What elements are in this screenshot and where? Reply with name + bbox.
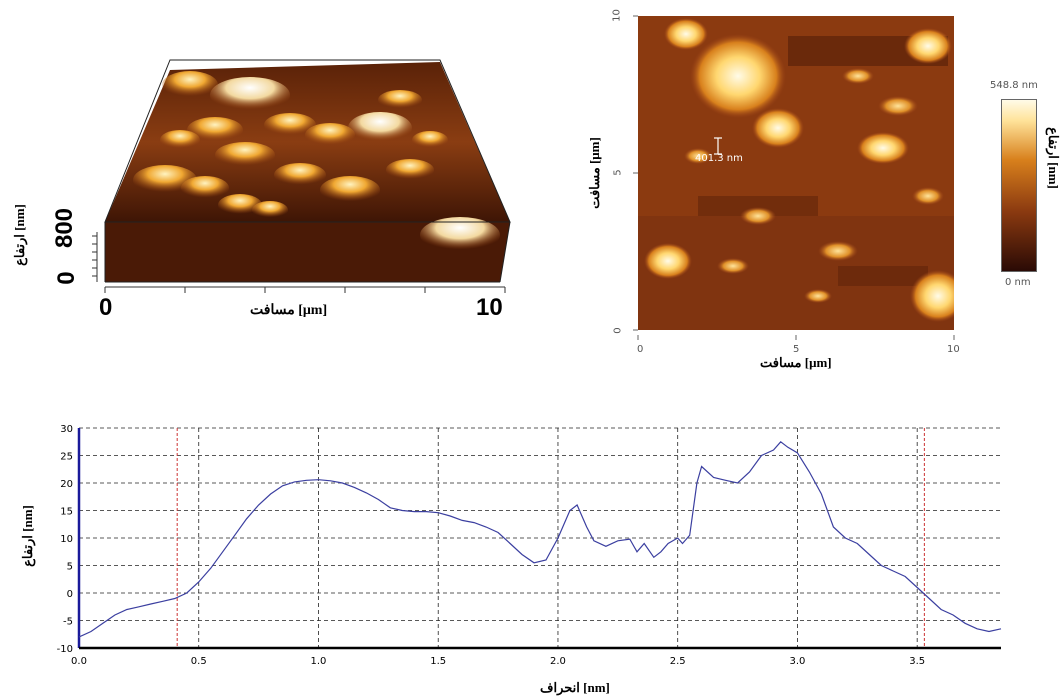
height-map-axes	[633, 15, 955, 340]
surface-z-axis	[92, 232, 98, 282]
profile-y-label: ارتفاع [nm]	[20, 505, 35, 567]
surface-x-tick-0: 0	[99, 294, 113, 321]
profile-x-label: انحراف [nm]	[540, 680, 610, 695]
surface-z-tick-800: 800	[51, 207, 78, 249]
x-tick-label: 3.0	[789, 656, 805, 667]
surface-z-tick-0: 0	[53, 271, 80, 285]
height-map-annotation: 401.3 nm	[695, 153, 743, 164]
height-map	[638, 16, 954, 330]
x-tick-label: 1.5	[430, 656, 446, 667]
surface-bounding-box	[104, 59, 511, 283]
y-tick-label: -10	[57, 644, 73, 655]
height-map-y-tick-10: 10	[611, 9, 623, 22]
surface-3d-view	[92, 59, 511, 293]
x-tick-label: 1.0	[311, 656, 327, 667]
surface-peaks	[133, 71, 500, 253]
height-map-x-tick-5: 5	[793, 344, 800, 355]
x-tick-label: 2.0	[550, 656, 566, 667]
height-map-y-label: مسافت [μm]	[587, 137, 602, 209]
height-map-x-tick-10: 10	[947, 344, 960, 355]
x-tick-label: 2.5	[670, 656, 686, 667]
surface-x-label: مسافت [μm]	[250, 303, 328, 318]
height-map-x-label: مسافت [μm]	[760, 355, 832, 370]
x-tick-label: 0.5	[191, 656, 207, 667]
height-map-y-tick-0: 0	[612, 327, 624, 334]
x-tick-label: 0.0	[71, 656, 87, 667]
colorbar	[1001, 99, 1037, 272]
profile-chart: 30 25 20 15 10 5 0 -5 -100.0 0.5 1.0 1.5 2.0 2.5 3.0 3.…	[57, 424, 1002, 667]
surface-z-label: ارتفاع [nm]	[12, 204, 27, 266]
height-map-y-tick-5: 5	[612, 169, 624, 176]
y-tick-label: 30	[60, 424, 73, 435]
y-tick-label: 25	[60, 452, 73, 463]
y-tick-label: 15	[60, 507, 73, 518]
surface-x-axis	[104, 286, 506, 293]
y-tick-label: 0	[67, 589, 73, 600]
y-tick-label: -5	[63, 617, 73, 628]
colorbar-min-label: 0 nm	[1005, 277, 1031, 288]
surface-front-face	[105, 222, 510, 282]
plot-area	[79, 428, 1001, 648]
height-map-x-tick-0: 0	[637, 344, 644, 355]
y-tick-label: 10	[60, 534, 73, 545]
y-tick-label: 5	[67, 562, 73, 573]
x-tick-label: 3.5	[909, 656, 925, 667]
colorbar-label: ارتفاع [nm]	[1046, 127, 1061, 189]
surface-x-tick-10: 10	[476, 294, 503, 321]
profile-line	[78, 440, 1002, 638]
y-tick-label: 20	[60, 479, 73, 490]
colorbar-max-label: 548.8 nm	[990, 80, 1038, 91]
